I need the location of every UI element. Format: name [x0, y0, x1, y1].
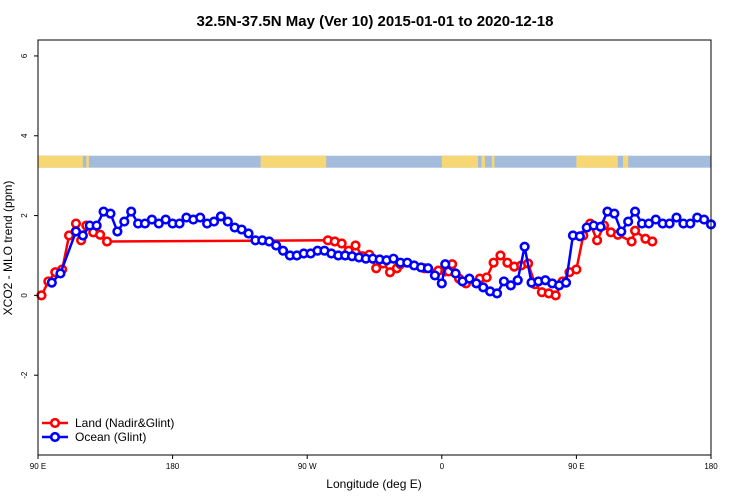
y-axis-label: XCO2 - MLO trend (ppm) [1, 181, 15, 316]
data-point [626, 236, 637, 247]
land-segment [622, 155, 629, 168]
data-point [271, 240, 282, 251]
data-point [101, 236, 113, 247]
data-point [550, 290, 561, 301]
land-segment [260, 155, 327, 168]
data-point [208, 216, 220, 227]
data-point [464, 273, 475, 284]
y-tick-label: 0 [20, 293, 29, 298]
series-ocean [46, 206, 717, 299]
land-segment [441, 155, 479, 168]
data-point [215, 211, 227, 222]
y-tick-label: 6 [20, 53, 29, 58]
x-tick-label: 90 E [30, 462, 46, 471]
data-point [105, 208, 116, 219]
legend-marker [49, 431, 61, 443]
data-point [440, 259, 451, 270]
data-point [436, 278, 447, 289]
axis-layer: 90 E 180 90 W 0 90 E 180 -2 0 2 4 6 [20, 53, 718, 471]
x-tick-label: 90 E [568, 462, 584, 471]
data-point [126, 206, 137, 217]
data-point [46, 277, 57, 288]
y-tick-label: -2 [20, 371, 29, 379]
data-point [70, 218, 82, 229]
legend-item: Ocean (Glint) [42, 430, 146, 444]
data-point [350, 240, 361, 251]
data-point [519, 241, 530, 252]
data-point [505, 280, 516, 291]
data-point [629, 206, 641, 217]
data-point [616, 226, 627, 237]
data-point [481, 272, 492, 283]
legend: Land (Nadir&Glint)Ocean (Glint) [42, 416, 174, 444]
land-segment [38, 155, 83, 168]
data-point [574, 231, 585, 242]
data-point [36, 290, 47, 301]
data-point [488, 257, 499, 268]
y-tick-label: 2 [20, 213, 29, 218]
data-point [336, 238, 347, 249]
land-sea-strip [38, 155, 711, 168]
legend-item: Land (Nadir&Glint) [42, 416, 174, 430]
x-tick-label: 180 [704, 462, 718, 471]
ocean-strip [38, 155, 711, 168]
data-point [77, 230, 88, 241]
data-point [592, 235, 603, 246]
data-point [609, 208, 620, 219]
data-point [647, 236, 658, 247]
data-point [685, 218, 696, 229]
data-point [450, 268, 461, 279]
legend-label: Ocean (Glint) [75, 430, 146, 444]
data-point [243, 228, 254, 239]
data-point [623, 216, 634, 227]
data-point [91, 220, 102, 231]
legend-label: Land (Nadir&Glint) [75, 416, 174, 430]
data-point [495, 250, 506, 261]
data-point [119, 216, 130, 227]
data-point [571, 264, 582, 275]
land-segment [86, 155, 89, 168]
data-point [422, 263, 434, 274]
data-point [277, 245, 289, 256]
data-point [55, 268, 66, 279]
x-axis-label: Longitude (deg E) [326, 477, 421, 491]
data-point [491, 288, 503, 299]
land-segment [481, 155, 485, 168]
y-tick-label: 4 [20, 133, 29, 138]
data-point [95, 229, 106, 240]
data-point [664, 218, 675, 229]
data-point [595, 221, 606, 232]
data-point [195, 212, 206, 223]
data-point [222, 216, 233, 227]
land-segment [491, 155, 495, 168]
x-tick-label: 90 W [298, 462, 317, 471]
plot-frame [37, 39, 712, 456]
legend-marker [49, 417, 61, 429]
chart-title: 32.5N-37.5N May (Ver 10) 2015-01-01 to 2… [197, 13, 554, 30]
x-tick-label: 180 [166, 462, 180, 471]
data-point [112, 226, 123, 237]
series-layer [36, 206, 717, 301]
data-point [174, 218, 185, 229]
data-point [698, 214, 710, 225]
x-tick-label: 0 [440, 462, 445, 471]
data-point [371, 263, 382, 274]
land-segment [576, 155, 618, 168]
data-point [560, 277, 572, 288]
data-point [429, 270, 440, 281]
data-point [671, 212, 682, 223]
data-point [629, 225, 641, 236]
data-point [512, 275, 523, 286]
